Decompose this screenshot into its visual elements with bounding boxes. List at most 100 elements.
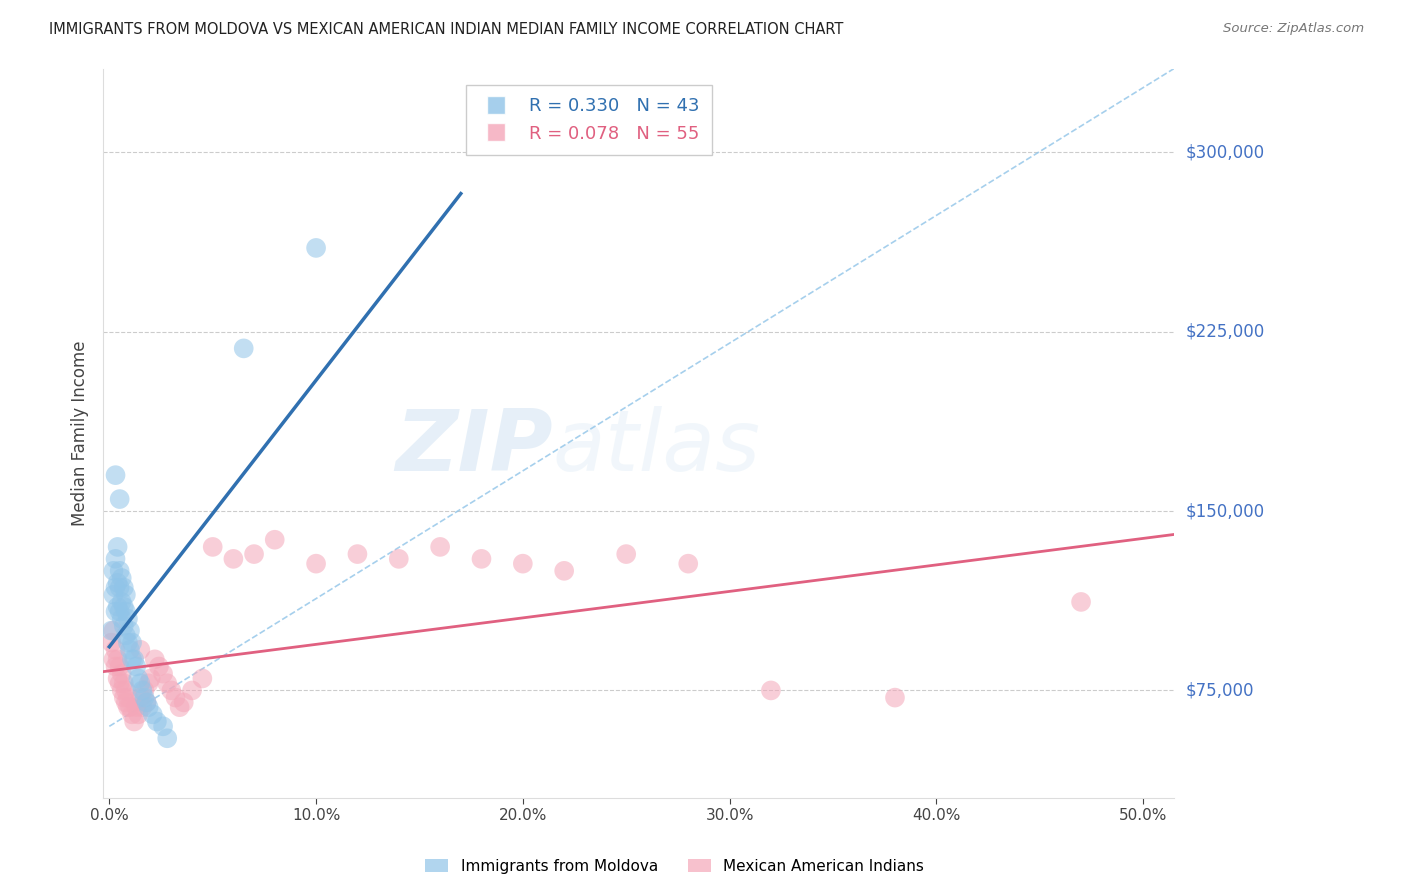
Point [117,635,139,649]
Point [107,672,129,686]
Point [884,690,907,705]
Point [243,547,266,561]
Point [103,624,125,638]
Point [111,612,134,626]
Point [138,676,160,690]
Legend: R = 0.330   N = 43, R = 0.078   N = 55: R = 0.330 N = 43, R = 0.078 N = 55 [465,85,711,155]
Text: $225,000: $225,000 [1185,323,1264,341]
Point [115,605,138,619]
Point [759,683,782,698]
Point [122,652,145,666]
Point [129,642,152,657]
Point [108,491,131,506]
Point [118,642,141,657]
Point [181,683,204,698]
Point [131,700,153,714]
Point [142,707,165,722]
Point [103,564,125,578]
Point [107,652,129,666]
Point [121,652,143,666]
Point [122,714,145,729]
Point [112,690,135,705]
Point [156,676,179,690]
Point [165,690,187,705]
Point [263,533,285,547]
Point [111,683,134,698]
Legend: Immigrants from Moldova, Mexican American Indians: Immigrants from Moldova, Mexican America… [419,853,931,880]
Point [152,666,174,681]
Point [115,683,138,698]
Point [127,707,149,722]
Point [553,564,575,578]
Point [139,672,162,686]
Point [135,695,157,709]
Point [104,642,127,657]
Text: IMMIGRANTS FROM MOLDOVA VS MEXICAN AMERICAN INDIAN MEDIAN FAMILY INCOME CORRELAT: IMMIGRANTS FROM MOLDOVA VS MEXICAN AMERI… [49,22,844,37]
Point [108,605,131,619]
Point [121,635,143,649]
Y-axis label: Median Family Income: Median Family Income [72,341,89,526]
Point [111,571,134,585]
Text: $150,000: $150,000 [1185,502,1264,520]
Point [107,540,129,554]
Point [104,581,127,595]
Point [135,695,157,709]
Point [143,652,166,666]
Point [138,700,160,714]
Text: atlas: atlas [553,407,761,490]
Point [429,540,451,554]
Point [305,241,328,255]
Text: $75,000: $75,000 [1185,681,1254,699]
Point [107,575,129,590]
Point [103,652,125,666]
Point [104,659,127,673]
Point [676,557,699,571]
Point [104,552,127,566]
Point [614,547,637,561]
Point [100,624,122,638]
Point [173,695,195,709]
Point [222,552,245,566]
Point [125,700,148,714]
Text: $300,000: $300,000 [1185,144,1264,161]
Point [305,557,328,571]
Point [111,666,134,681]
Point [156,731,179,746]
Point [115,588,138,602]
Point [1070,595,1092,609]
Point [118,624,141,638]
Point [152,719,174,733]
Point [117,700,139,714]
Point [112,581,135,595]
Point [112,676,135,690]
Point [103,588,125,602]
Point [108,564,131,578]
Point [169,700,191,714]
Point [146,714,169,729]
Point [512,557,534,571]
Point [117,612,139,626]
Point [148,659,170,673]
Point [100,635,122,649]
Point [104,468,127,483]
Point [108,676,131,690]
Text: Source: ZipAtlas.com: Source: ZipAtlas.com [1223,22,1364,36]
Point [388,552,411,566]
Point [191,672,214,686]
Point [117,690,139,705]
Text: ZIP: ZIP [395,407,553,490]
Point [104,605,127,619]
Point [127,672,149,686]
Point [111,595,134,609]
Point [129,676,152,690]
Point [232,342,254,356]
Point [134,690,156,705]
Point [115,695,138,709]
Point [160,683,183,698]
Point [131,683,153,698]
Point [121,707,143,722]
Point [108,581,131,595]
Point [470,552,492,566]
Point [346,547,368,561]
Point [115,628,138,642]
